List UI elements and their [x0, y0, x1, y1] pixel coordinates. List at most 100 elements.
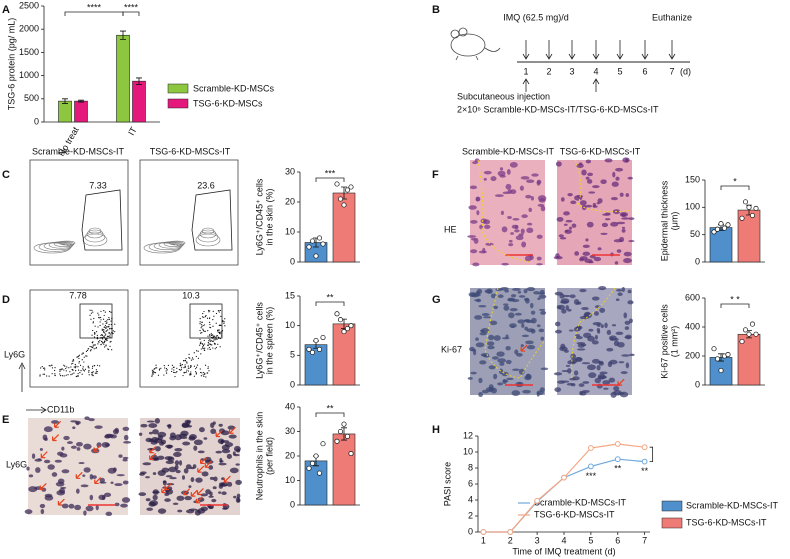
- event-dot: [78, 357, 80, 360]
- cell: [121, 497, 131, 503]
- event-dot: [91, 309, 93, 311]
- event-dot: [104, 334, 106, 337]
- cell: [579, 288, 587, 293]
- event-dot: [67, 374, 69, 376]
- cell: [26, 466, 30, 471]
- event-dot: [176, 371, 178, 373]
- contour: [158, 241, 184, 249]
- cell: [469, 185, 478, 190]
- event-dot: [213, 339, 215, 341]
- epidermis-border: [571, 287, 616, 381]
- event-dot: [42, 367, 45, 369]
- cell: [510, 232, 515, 235]
- cell: [586, 179, 593, 184]
- cell: [538, 197, 546, 203]
- event-dot: [203, 324, 206, 326]
- cell: [154, 418, 161, 424]
- event-dot: [106, 326, 108, 328]
- cell: [476, 210, 480, 216]
- cell: [474, 299, 481, 302]
- event-dot: [110, 328, 112, 330]
- data-point: [725, 222, 731, 228]
- cell: [138, 492, 147, 497]
- cell: [573, 370, 579, 376]
- cell: [507, 216, 512, 219]
- error-bar: [341, 427, 347, 441]
- event-dot: [151, 374, 153, 376]
- panel-letter: C: [2, 169, 10, 181]
- cell: [72, 426, 76, 430]
- cell: [586, 364, 596, 371]
- event-dot: [70, 363, 73, 365]
- event-dot: [73, 366, 75, 368]
- flow-plot: [139, 159, 239, 266]
- event-dot: [103, 328, 105, 331]
- significance-label: *: [733, 176, 737, 186]
- cell: [193, 439, 203, 446]
- y-tick-label: 100: [685, 202, 700, 212]
- event-dot: [103, 332, 106, 334]
- event-dot: [74, 367, 76, 369]
- cell: [538, 308, 546, 311]
- cell: [40, 508, 45, 515]
- data-point: [334, 311, 340, 317]
- cell: [567, 193, 573, 197]
- event-dot: [109, 336, 111, 338]
- legend-label: TSG-6-KD-MSCs-IT: [534, 509, 615, 519]
- cell: [627, 300, 634, 305]
- contour: [58, 240, 76, 246]
- cell: [57, 451, 64, 456]
- event-dot: [108, 323, 110, 326]
- day-label: 6: [642, 66, 647, 76]
- event-dot: [163, 374, 165, 376]
- cell: [567, 308, 572, 312]
- cell: [575, 334, 581, 337]
- event-dot: [186, 362, 188, 364]
- cell: [538, 328, 545, 333]
- cell: [43, 459, 51, 464]
- cell: [101, 495, 106, 501]
- cell: [606, 329, 612, 336]
- cell: [621, 212, 627, 217]
- row-label: Ly6G: [6, 459, 27, 469]
- cell: [497, 358, 507, 363]
- cell: [512, 288, 521, 291]
- cell: [84, 416, 90, 421]
- event-dot: [100, 310, 102, 312]
- y-tick-label: 150: [685, 174, 700, 184]
- event-dot: [105, 326, 107, 328]
- event-dot: [90, 346, 93, 348]
- cell: [559, 236, 567, 240]
- event-dot: [190, 371, 192, 373]
- event-dot: [82, 366, 84, 368]
- event-dot: [167, 364, 169, 366]
- cell: [168, 466, 177, 473]
- cell: [203, 437, 208, 440]
- cell: [597, 247, 602, 251]
- cell: [76, 441, 83, 447]
- cell: [123, 441, 132, 444]
- event-dot: [106, 322, 108, 324]
- event-dot: [101, 340, 103, 343]
- event-dot: [207, 330, 209, 332]
- cell: [604, 158, 613, 163]
- event-dot: [202, 324, 204, 327]
- event-dot: [103, 341, 105, 343]
- event-dot: [182, 374, 184, 377]
- event-dot: [187, 365, 189, 367]
- cell: [480, 353, 490, 357]
- cell: [188, 485, 192, 488]
- event-dot: [186, 361, 188, 363]
- cell: [484, 224, 491, 229]
- cell: [585, 159, 592, 164]
- event-dot: [215, 336, 217, 338]
- cell: [599, 307, 606, 313]
- cell: [511, 224, 519, 229]
- y-tick-label: 10: [285, 475, 295, 485]
- event-dot: [208, 337, 210, 339]
- cell: [608, 335, 617, 341]
- data-point: [725, 351, 731, 358]
- cell: [154, 446, 161, 452]
- event-dot: [108, 318, 111, 321]
- cell: [112, 428, 119, 435]
